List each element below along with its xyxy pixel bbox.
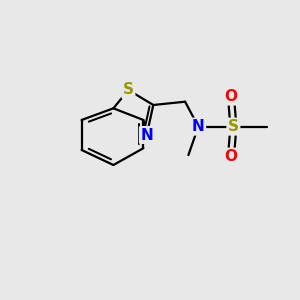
- Text: N: N: [140, 128, 153, 142]
- Text: O: O: [224, 149, 238, 164]
- Text: N: N: [192, 119, 205, 134]
- Text: S: S: [228, 119, 239, 134]
- Text: S: S: [123, 82, 134, 98]
- Text: O: O: [224, 89, 238, 104]
